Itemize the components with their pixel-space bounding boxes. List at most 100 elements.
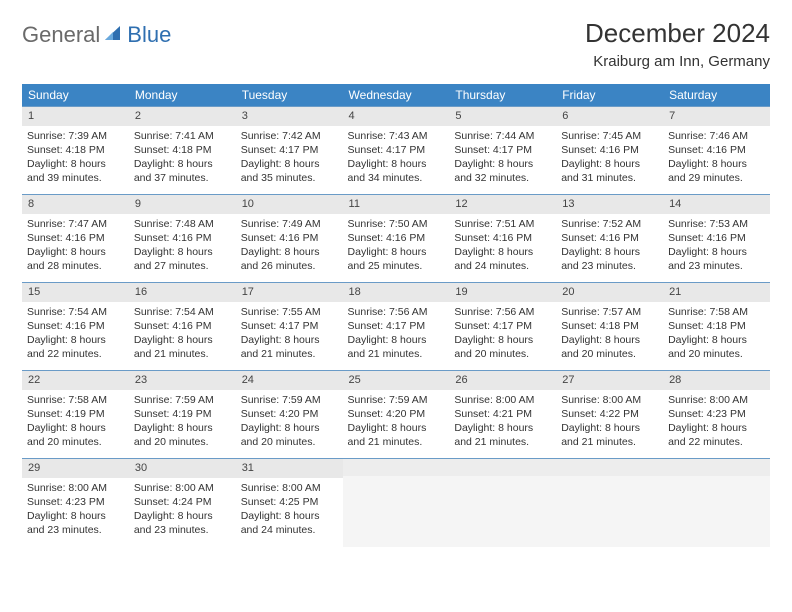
day-number-empty [343,459,450,476]
sunset-line: Sunset: 4:16 PM [241,231,338,245]
sunrise-line: Sunrise: 7:50 AM [348,217,445,231]
day-body: Sunrise: 7:49 AMSunset: 4:16 PMDaylight:… [236,214,343,278]
day-body: Sunrise: 8:00 AMSunset: 4:23 PMDaylight:… [663,390,770,454]
sunset-line: Sunset: 4:16 PM [27,231,124,245]
calendar-day-cell: 2Sunrise: 7:41 AMSunset: 4:18 PMDaylight… [129,107,236,195]
day-number: 17 [236,283,343,302]
sunrise-line: Sunrise: 8:00 AM [668,393,765,407]
day-number: 1 [22,107,129,126]
sunrise-line: Sunrise: 7:58 AM [27,393,124,407]
calendar-day-cell: 22Sunrise: 7:58 AMSunset: 4:19 PMDayligh… [22,371,129,459]
day-number: 24 [236,371,343,390]
daylight-line: Daylight: 8 hours and 20 minutes. [454,333,551,361]
calendar-day-cell: 15Sunrise: 7:54 AMSunset: 4:16 PMDayligh… [22,283,129,371]
sunset-line: Sunset: 4:17 PM [241,319,338,333]
calendar-day-cell: 19Sunrise: 7:56 AMSunset: 4:17 PMDayligh… [449,283,556,371]
day-body: Sunrise: 7:56 AMSunset: 4:17 PMDaylight:… [343,302,450,366]
daylight-line: Daylight: 8 hours and 21 minutes. [561,421,658,449]
sunset-line: Sunset: 4:16 PM [134,319,231,333]
sunset-line: Sunset: 4:16 PM [668,231,765,245]
calendar-day-cell: 8 Sunrise: 7:47 AMSunset: 4:16 PMDaylight… [22,195,129,283]
sunset-line: Sunset: 4:17 PM [348,143,445,157]
calendar-table: Sunday Monday Tuesday Wednesday Thursday… [22,84,770,547]
sunrise-line: Sunrise: 7:55 AM [241,305,338,319]
sunset-line: Sunset: 4:21 PM [454,407,551,421]
sunset-line: Sunset: 4:23 PM [668,407,765,421]
daylight-line: Daylight: 8 hours and 21 minutes. [348,333,445,361]
weekday-header: Saturday [663,84,770,107]
day-number: 14 [663,195,770,214]
sunrise-line: Sunrise: 7:47 AM [27,217,124,231]
sunrise-line: Sunrise: 7:39 AM [27,129,124,143]
day-body: Sunrise: 7:43 AMSunset: 4:17 PMDaylight:… [343,126,450,190]
day-number: 18 [343,283,450,302]
day-number: 29 [22,459,129,478]
sunrise-line: Sunrise: 7:56 AM [348,305,445,319]
daylight-line: Daylight: 8 hours and 28 minutes. [27,245,124,273]
sunrise-line: Sunrise: 7:46 AM [668,129,765,143]
daylight-line: Daylight: 8 hours and 29 minutes. [668,157,765,185]
sunset-line: Sunset: 4:19 PM [27,407,124,421]
day-body-empty [556,476,663,536]
sunrise-line: Sunrise: 7:44 AM [454,129,551,143]
sunrise-line: Sunrise: 8:00 AM [561,393,658,407]
calendar-day-cell [663,459,770,547]
weekday-header: Thursday [449,84,556,107]
calendar-day-cell: 18Sunrise: 7:56 AMSunset: 4:17 PMDayligh… [343,283,450,371]
sunrise-line: Sunrise: 7:42 AM [241,129,338,143]
calendar-day-cell: 27Sunrise: 8:00 AMSunset: 4:22 PMDayligh… [556,371,663,459]
sunrise-line: Sunrise: 7:59 AM [134,393,231,407]
daylight-line: Daylight: 8 hours and 23 minutes. [27,509,124,537]
brand-logo: General Blue [22,22,171,48]
sunset-line: Sunset: 4:18 PM [134,143,231,157]
calendar-day-cell: 29Sunrise: 8:00 AMSunset: 4:23 PMDayligh… [22,459,129,547]
calendar-day-cell: 10Sunrise: 7:49 AMSunset: 4:16 PMDayligh… [236,195,343,283]
sunrise-line: Sunrise: 7:45 AM [561,129,658,143]
calendar-body: 1 Sunrise: 7:39 AM Sunset: 4:18 PM Daylight… [22,107,770,547]
day-body: Sunrise: 8:00 AMSunset: 4:23 PMDaylight:… [22,478,129,542]
sunrise-line: Sunrise: 8:00 AM [27,481,124,495]
calendar-day-cell: 1Sunrise: 7:39 AMSunset: 4:18 PMDaylight… [22,107,129,195]
day-number: 10 [236,195,343,214]
day-body: Sunrise: 7:54 AMSunset: 4:16 PMDaylight:… [129,302,236,366]
day-number: 13 [556,195,663,214]
sunrise-line: Sunrise: 8:00 AM [241,481,338,495]
sunset-line: Sunset: 4:18 PM [561,319,658,333]
daylight-line: Daylight: 8 hours and 20 minutes. [27,421,124,449]
location-label: Kraiburg am Inn, Germany [585,53,770,70]
day-body: Sunrise: 8:00 AMSunset: 4:25 PMDaylight:… [236,478,343,542]
calendar-day-cell: 9Sunrise: 7:48 AMSunset: 4:16 PMDaylight… [129,195,236,283]
calendar-day-cell [556,459,663,547]
day-body: Sunrise: 7:48 AMSunset: 4:16 PMDaylight:… [129,214,236,278]
weekday-header: Friday [556,84,663,107]
day-number: 27 [556,371,663,390]
calendar-day-cell: 26Sunrise: 8:00 AMSunset: 4:21 PMDayligh… [449,371,556,459]
day-body: Sunrise: 7:50 AMSunset: 4:16 PMDaylight:… [343,214,450,278]
sunset-line: Sunset: 4:16 PM [134,231,231,245]
sunrise-line: Sunrise: 8:00 AM [134,481,231,495]
daylight-line: Daylight: 8 hours and 20 minutes. [668,333,765,361]
day-number: 30 [129,459,236,478]
daylight-line: Daylight: 8 hours and 23 minutes. [134,509,231,537]
daylight-line: Daylight: 8 hours and 26 minutes. [241,245,338,273]
sunset-line: Sunset: 4:17 PM [454,143,551,157]
day-body: Sunrise: 7:45 AMSunset: 4:16 PMDaylight:… [556,126,663,190]
day-body: Sunrise: 7:59 AMSunset: 4:20 PMDaylight:… [343,390,450,454]
day-body: Sunrise: 7:54 AMSunset: 4:16 PMDaylight:… [22,302,129,366]
day-body: Sunrise: 7:55 AMSunset: 4:17 PMDaylight:… [236,302,343,366]
calendar-day-cell: 6Sunrise: 7:45 AMSunset: 4:16 PMDaylight… [556,107,663,195]
daylight-line: Daylight: 8 hours and 23 minutes. [561,245,658,273]
daylight-line: Daylight: 8 hours and 34 minutes. [348,157,445,185]
day-body: Sunrise: 7:46 AMSunset: 4:16 PMDaylight:… [663,126,770,190]
day-number: 8 [22,195,129,214]
sunrise-line: Sunrise: 7:49 AM [241,217,338,231]
calendar-day-cell: 5Sunrise: 7:44 AMSunset: 4:17 PMDaylight… [449,107,556,195]
day-number-empty [556,459,663,476]
daylight-line: Daylight: 8 hours and 22 minutes. [668,421,765,449]
brand-text-blue: Blue [127,22,171,48]
sunset-line: Sunset: 4:17 PM [241,143,338,157]
day-number-empty [449,459,556,476]
calendar-day-cell: 16Sunrise: 7:54 AMSunset: 4:16 PMDayligh… [129,283,236,371]
day-body: Sunrise: 7:44 AMSunset: 4:17 PMDaylight:… [449,126,556,190]
weekday-header-row: Sunday Monday Tuesday Wednesday Thursday… [22,84,770,107]
